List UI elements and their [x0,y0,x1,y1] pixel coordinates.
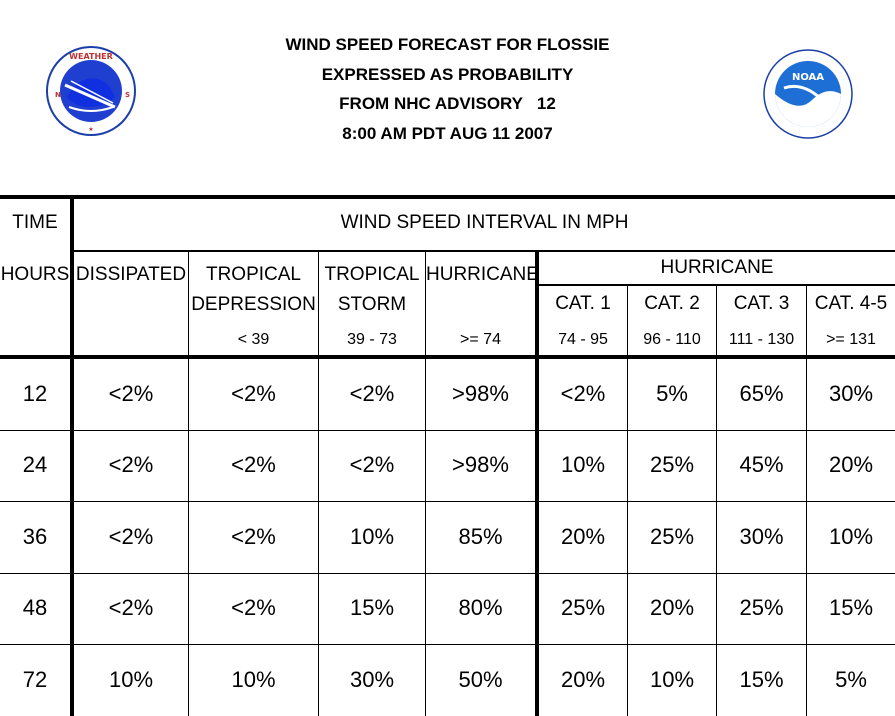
hour-cell: 36 [22,524,48,549]
col-cat2-range: 96 - 110 [643,331,701,348]
hour-cell: 72 [22,667,48,692]
probability-cell: 50% [458,667,503,692]
probability-cell: 10% [349,524,395,549]
hour-cell: 12 [22,381,48,406]
col-tropical-depression-range: < 39 [237,331,270,348]
col-cat3-range: 111 - 130 [728,331,795,348]
interval-underline [72,250,895,252]
probability-cell: 25% [560,595,606,620]
title-line-2: EXPRESSED AS PROBABILITY [321,64,574,84]
column-divider [425,252,426,716]
probability-cell: 15% [828,595,874,620]
probability-cell: <2% [349,381,395,406]
row-divider [0,644,895,645]
probability-cell: <2% [560,381,606,406]
hour-cell: 24 [22,452,48,477]
column-divider [716,286,717,716]
header-bottom-border [0,355,895,359]
probability-cell: 10% [231,667,276,692]
probability-cell: 10% [108,667,154,692]
title-line-1: WIND SPEED FORECAST FOR FLOSSIE [285,35,610,54]
probability-cell: 20% [560,524,606,549]
probability-cell: <2% [231,595,276,620]
hurricane-group-underline [537,284,895,286]
probability-cell: 30% [739,524,784,549]
col-tropical-depression-line2: DEPRESSION [191,294,316,315]
col-hurricane-range: >= 74 [460,331,501,348]
hours-label: HOURS [0,264,70,285]
noaa-logo-icon: NOAA [762,48,854,140]
col-tropical-storm-line1: TROPICAL [324,264,420,285]
probability-cell: 20% [828,452,874,477]
svg-text:★: ★ [88,126,93,133]
col-hurricane-label: HURRICANE [426,264,539,285]
probability-cell: <2% [231,524,276,549]
column-divider [188,252,189,716]
probability-cell: 15% [739,667,784,692]
col-cat1-range: 74 - 95 [558,331,608,348]
probability-cell: 65% [739,381,784,406]
row-divider [0,573,895,574]
col-cat3-label: CAT. 3 [733,293,790,314]
col-cat45-label: CAT. 4-5 [814,293,888,314]
col-tropical-depression-line1: TROPICAL [205,264,302,285]
col-cat2-label: CAT. 2 [644,293,700,314]
interval-label: WIND SPEED INTERVAL IN MPH [340,212,629,233]
column-divider [318,252,319,716]
col-tropical-storm-range: 39 - 73 [347,331,397,348]
nws-logo-icon: WEATHER ★ N S [45,45,137,137]
svg-text:WEATHER: WEATHER [69,52,113,61]
probability-cell: 80% [458,595,503,620]
probability-cell: 25% [739,595,784,620]
svg-text:NOAA: NOAA [792,72,824,83]
probability-cell: 20% [649,595,695,620]
row-divider [0,430,895,431]
forecast-header: WEATHER ★ N S WIND SPEED FORECAST FOR FL… [0,0,895,190]
title-line-4: 8:00 AM PDT AUG 11 2007 [342,123,553,143]
probability-cell: 30% [828,381,874,406]
col-dissipated-label: DISSIPATED [75,264,187,285]
probability-cell: <2% [108,595,154,620]
probability-cell: 25% [649,524,695,549]
probability-cell: >98% [452,452,509,477]
time-label: TIME [12,212,58,233]
probability-cell: 20% [560,667,606,692]
probability-cell: <2% [231,381,276,406]
probability-cell: <2% [108,452,154,477]
probability-cell: 45% [739,452,784,477]
probability-cell: >98% [452,381,509,406]
row-divider [0,501,895,502]
probability-cell: 10% [649,667,695,692]
title-line-3: FROM NHC ADVISORY 12 [339,94,556,113]
probability-cell: 5% [835,667,867,692]
column-divider [627,286,628,716]
table-top-border [0,195,895,199]
probability-cell: 30% [349,667,395,692]
column-divider [806,286,807,716]
hour-cell: 48 [22,595,48,620]
col-tropical-storm-line2: STORM [337,294,407,315]
probability-cell: 85% [458,524,503,549]
col-cat45-range: >= 131 [826,331,876,348]
probability-cell: <2% [349,452,395,477]
hurricane-group-label: HURRICANE [660,257,774,278]
probability-cell: 10% [560,452,606,477]
probability-cell: 15% [349,595,395,620]
probability-cell: 5% [656,381,688,406]
probability-cell: <2% [108,381,154,406]
probability-cell: 25% [649,452,695,477]
probability-cell: <2% [108,524,154,549]
svg-text:S: S [125,91,130,99]
probability-cell: 10% [828,524,874,549]
svg-text:N: N [55,91,61,99]
hurricane-group-border [535,252,539,716]
probability-cell: <2% [231,452,276,477]
title-block: WIND SPEED FORECAST FOR FLOSSIE EXPRESSE… [200,30,695,148]
col-cat1-label: CAT. 1 [555,293,611,314]
